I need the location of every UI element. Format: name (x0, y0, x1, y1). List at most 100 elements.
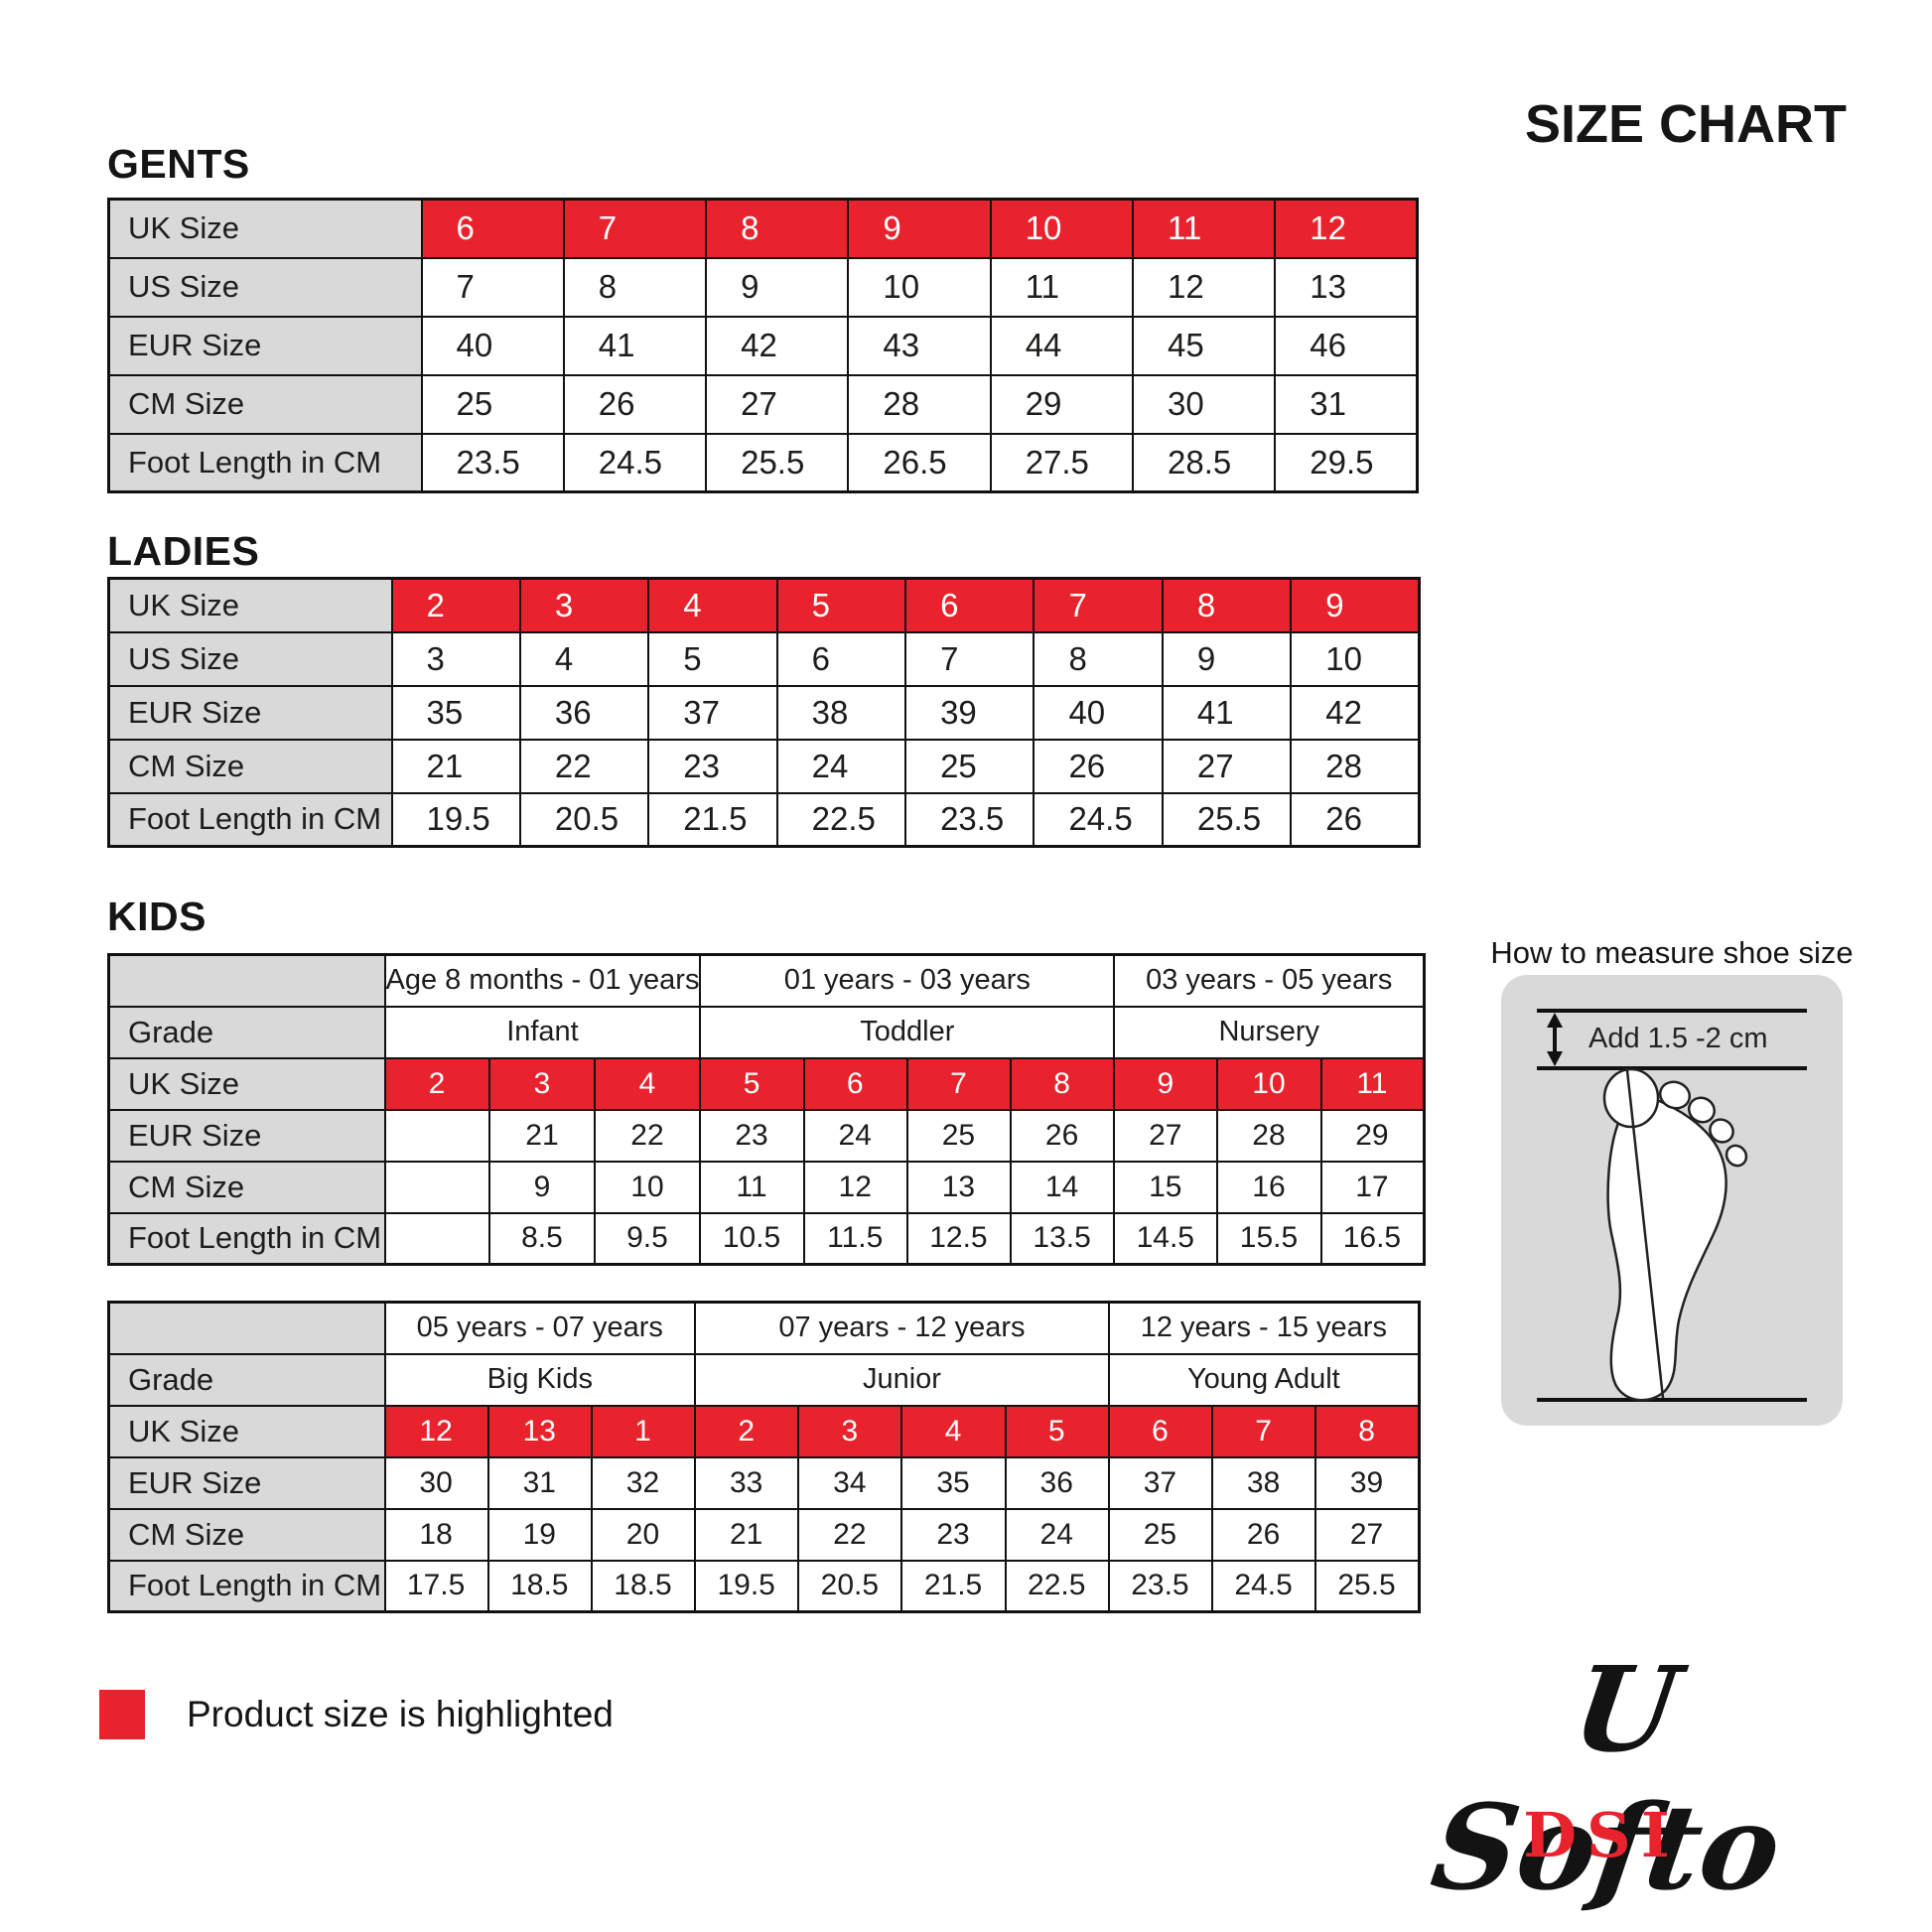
row-label-cell: EUR Size (107, 315, 423, 376)
row-label-cell: CM Size (107, 1160, 386, 1214)
size-value-cell: 37 (647, 684, 778, 741)
uk-size-highlight-cell: 6 (420, 198, 565, 259)
size-value-cell: 13 (905, 1160, 1013, 1214)
size-value-cell: 35 (390, 684, 521, 741)
row-label-cell: Foot Length in CM (107, 791, 393, 848)
size-value-cell: 29 (1319, 1108, 1426, 1163)
uk-size-highlight-cell: 2 (390, 577, 521, 633)
size-value-cell: 8.5 (488, 1211, 597, 1266)
row-label-cell: CM Size (107, 373, 423, 435)
size-value-cell: 26.5 (847, 432, 992, 493)
highlight-swatch (99, 1690, 145, 1739)
size-value-cell: 42 (1290, 684, 1421, 741)
uk-size-highlight-cell: 11 (1131, 198, 1277, 259)
age-group-cell: 01 years - 03 years (699, 953, 1116, 1008)
size-value-cell: 10 (594, 1160, 702, 1214)
size-value-cell: 27 (1161, 738, 1293, 794)
size-value-cell: 16 (1216, 1160, 1322, 1214)
size-value-cell: 11.5 (802, 1211, 908, 1266)
uk-size-highlight-cell: 4 (900, 1404, 1007, 1458)
measure-title: How to measure shoe size (1490, 935, 1854, 970)
size-value-cell: 20.5 (797, 1559, 903, 1613)
size-value-cell: 28 (1290, 738, 1421, 794)
row-label-cell: UK Size (107, 577, 393, 633)
uk-size-highlight-cell: 6 (904, 577, 1035, 633)
measure-note: Add 1.5 -2 cm (1588, 1023, 1768, 1054)
size-value-cell: 21 (694, 1507, 800, 1562)
size-value-cell: 40 (1033, 684, 1164, 741)
size-value-cell: 25.5 (1161, 791, 1293, 848)
grade-cell: Infant (383, 1005, 702, 1059)
row-label-cell: Grade (107, 1352, 386, 1407)
kids-lower-size-table-container: 05 years - 07 years 07 years - 12 years 12… (107, 1301, 1421, 1613)
uk-size-highlight-cell: 8 (1010, 1056, 1116, 1111)
uk-size-highlight-cell: 9 (847, 198, 992, 259)
vertical-arrow-icon (1547, 1013, 1563, 1066)
size-value-cell: 23.5 (1107, 1559, 1214, 1613)
size-value-cell: 32 (590, 1455, 697, 1510)
size-value-cell: 23 (699, 1108, 805, 1163)
uk-size-highlight-cell: 7 (562, 198, 708, 259)
uk-size-highlight-cell: 9 (1113, 1056, 1219, 1111)
size-value-cell: 26 (1290, 791, 1421, 848)
size-value-cell: 21 (488, 1108, 597, 1163)
ladies-table: UK Size 2 3 4 5 6 7 8 9 US Size 3 4 5 6 7 8 9 10 EUR Size 3… (107, 577, 1422, 848)
uk-size-highlight-cell: 2 (694, 1404, 800, 1458)
size-value-cell: 18.5 (486, 1559, 593, 1613)
size-value-cell (383, 1211, 491, 1266)
size-value-cell: 37 (1107, 1455, 1214, 1510)
row-label-cell: US Size (107, 630, 393, 687)
age-group-cell: 03 years - 05 years (1113, 953, 1426, 1008)
size-value-cell: 22 (518, 738, 650, 794)
size-value-cell: 25 (904, 738, 1035, 794)
grade-cell: Young Adult (1107, 1352, 1421, 1407)
size-value-cell: 29 (989, 373, 1134, 435)
size-value-cell: 11 (699, 1160, 805, 1214)
size-value-cell: 22.5 (1004, 1559, 1110, 1613)
size-value-cell: 27 (705, 373, 850, 435)
legend-label: Product size is highlighted (187, 1694, 614, 1734)
size-value-cell: 24 (802, 1108, 908, 1163)
kids-upper-table: Age 8 months - 01 years 01 years - 03 yea… (107, 953, 1427, 1266)
size-value-cell: 45 (1131, 315, 1277, 376)
age-group-cell: Age 8 months - 01 years (383, 953, 702, 1008)
uk-size-highlight-cell: 5 (775, 577, 907, 633)
row-label-cell: UK Size (107, 1056, 386, 1111)
brand-logo-dsi: DSI (1523, 1799, 1680, 1871)
size-value-cell: 24 (1004, 1507, 1110, 1562)
size-value-cell: 7 (904, 630, 1035, 687)
size-value-cell: 23.5 (904, 791, 1035, 848)
uk-size-highlight-cell: 5 (1004, 1404, 1110, 1458)
size-value-cell: 44 (989, 315, 1134, 376)
kids-lower-table: 05 years - 07 years 07 years - 12 years 12… (107, 1301, 1421, 1613)
size-value-cell: 46 (1274, 315, 1419, 376)
grade-cell: Nursery (1113, 1005, 1426, 1059)
size-value-cell: 28.5 (1131, 432, 1277, 493)
row-label-cell: US Size (107, 256, 423, 318)
age-row-label-cell (107, 953, 386, 1008)
section-heading-ladies: LADIES (107, 528, 260, 574)
size-value-cell: 14 (1010, 1160, 1116, 1214)
uk-size-highlight-cell: 10 (989, 198, 1134, 259)
gents-table: UK Size 6 7 8 9 10 11 12 US Size 7 8 9 10 11 12 13 EUR S… (107, 198, 1420, 493)
row-label-cell: Foot Length in CM (107, 1559, 386, 1613)
uk-size-highlight-cell: 6 (1107, 1404, 1214, 1458)
row-label-cell: EUR Size (107, 684, 393, 741)
size-value-cell: 23.5 (420, 432, 565, 493)
size-value-cell: 25 (420, 373, 565, 435)
size-value-cell: 20 (590, 1507, 697, 1562)
footprint-illustration (1602, 1067, 1748, 1402)
size-value-cell: 17 (1319, 1160, 1426, 1214)
size-value-cell: 24.5 (1210, 1559, 1317, 1613)
row-label-cell: EUR Size (107, 1455, 386, 1510)
size-value-cell: 27 (1113, 1108, 1219, 1163)
age-row-label-cell (107, 1301, 386, 1355)
uk-size-highlight-cell: 9 (1290, 577, 1421, 633)
uk-size-highlight-cell: 10 (1216, 1056, 1322, 1111)
measure-panel: Add 1.5 -2 cm (1501, 975, 1843, 1426)
size-value-cell: 24.5 (1033, 791, 1164, 848)
row-label-cell: UK Size (107, 198, 423, 259)
size-value-cell: 6 (775, 630, 907, 687)
size-value-cell: 31 (486, 1455, 593, 1510)
